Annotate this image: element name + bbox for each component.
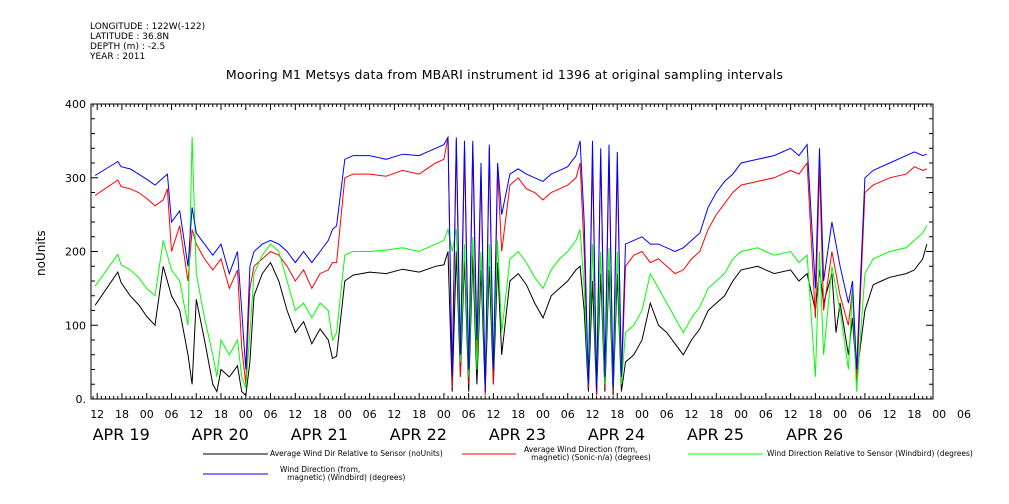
x-hour-label: 12 xyxy=(387,408,401,421)
x-day-label: APR 21 xyxy=(291,425,348,444)
x-hour-label: 18 xyxy=(115,408,129,421)
x-hour-label: 06 xyxy=(164,408,178,421)
meta-latitude: LATITUDE : 36.8N xyxy=(90,32,170,42)
x-day-label: APR 24 xyxy=(588,425,645,444)
x-hour-label: 12 xyxy=(784,408,798,421)
y-tick-label: 0. xyxy=(76,393,87,406)
x-hour-label: 06 xyxy=(264,408,278,421)
x-hour-label: 12 xyxy=(189,408,203,421)
x-day-label: APR 20 xyxy=(192,425,249,444)
chart-title: Mooring M1 Metsys data from MBARI instru… xyxy=(225,67,784,82)
x-hour-label: 06 xyxy=(462,408,476,421)
plot-frame xyxy=(90,103,934,400)
x-hour-label: 18 xyxy=(907,408,921,421)
x-hour-label: 12 xyxy=(685,408,699,421)
y-tick-label: 400 xyxy=(65,98,86,111)
x-hour-label: 00 xyxy=(932,408,946,421)
legend-label-1: Average Wind Dir Relative to Sensor (noU… xyxy=(270,449,443,458)
x-hour-label: 06 xyxy=(660,408,674,421)
x-hour-label: 00 xyxy=(536,408,550,421)
meta-longitude: LONGITUDE : 122W(-122) xyxy=(90,22,206,32)
legend-label-2: Average Wind Direction (from, magnetic) … xyxy=(524,445,651,462)
x-hour-label: 18 xyxy=(412,408,426,421)
x-hour-label: 12 xyxy=(486,408,500,421)
meta-depth: DEPTH (m) : -2.5 xyxy=(90,42,166,52)
x-hour-label: 00 xyxy=(635,408,649,421)
x-hour-label: 18 xyxy=(313,408,327,421)
x-hour-label: 00 xyxy=(338,408,352,421)
x-hour-label: 18 xyxy=(709,408,723,421)
series-line-3 xyxy=(94,137,928,392)
series-line-2 xyxy=(94,137,927,396)
series-line-4 xyxy=(94,135,927,392)
y-tick-label: 300 xyxy=(65,172,86,185)
y-tick-label: 200 xyxy=(65,246,86,259)
x-day-label: APR 19 xyxy=(93,425,150,444)
y-tick-label: 100 xyxy=(65,319,86,332)
x-hour-label: 06 xyxy=(561,408,575,421)
x-hour-label: 06 xyxy=(363,408,377,421)
x-hour-label: 18 xyxy=(214,408,228,421)
x-hour-label: 00 xyxy=(734,408,748,421)
x-hour-label: 18 xyxy=(808,408,822,421)
x-hour-label: 00 xyxy=(833,408,847,421)
x-hour-label: 06 xyxy=(957,408,971,421)
x-hour-label: 18 xyxy=(610,408,624,421)
x-hour-label: 06 xyxy=(759,408,773,421)
x-hour-label: 12 xyxy=(585,408,599,421)
meta-year: YEAR : 2011 xyxy=(90,52,146,62)
x-hour-label: 12 xyxy=(883,408,897,421)
x-day-label: APR 25 xyxy=(687,425,744,444)
legend-label-4: Wind Direction (from, magnetic) (Windbir… xyxy=(280,465,406,482)
x-hour-label: 00 xyxy=(140,408,154,421)
x-day-label: APR 22 xyxy=(390,425,447,444)
x-hour-label: 06 xyxy=(858,408,872,421)
x-hour-label: 12 xyxy=(90,408,104,421)
x-hour-label: 00 xyxy=(239,408,253,421)
x-day-label: APR 26 xyxy=(786,425,843,444)
x-hour-label: 00 xyxy=(437,408,451,421)
series-line-1 xyxy=(94,243,928,397)
legend-label-3: Wind Direction Relative to Sensor (Windb… xyxy=(767,449,973,458)
x-day-label: APR 23 xyxy=(489,425,546,444)
x-hour-label: 18 xyxy=(511,408,525,421)
x-hour-label: 12 xyxy=(288,408,302,421)
